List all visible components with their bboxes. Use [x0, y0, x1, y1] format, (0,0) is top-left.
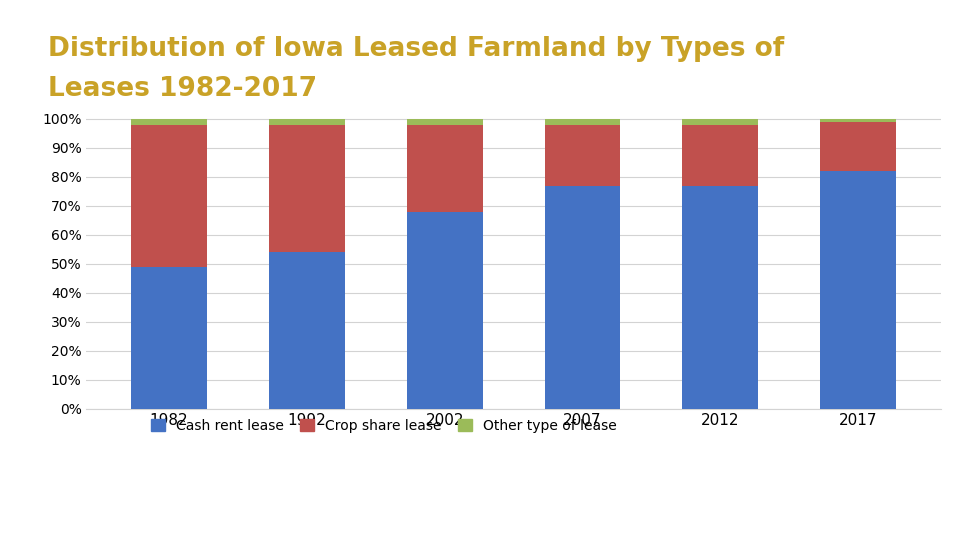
- Bar: [132, 119, 207, 125]
- Text: Center for Agricultural and Rural Development: Center for Agricultural and Rural Develo…: [691, 509, 920, 518]
- Bar: [407, 119, 483, 125]
- Bar: [683, 125, 758, 186]
- Text: Distribution of Iowa Leased Farmland by Types of: Distribution of Iowa Leased Farmland by …: [48, 36, 784, 63]
- Legend: Cash rent lease, Crop share lease, Other type of lease: Cash rent lease, Crop share lease, Other…: [145, 413, 623, 438]
- Bar: [132, 125, 207, 267]
- Bar: [544, 186, 620, 409]
- Bar: [269, 252, 345, 409]
- Bar: [407, 125, 483, 212]
- Bar: [820, 171, 896, 409]
- Bar: [407, 212, 483, 409]
- Bar: [683, 186, 758, 409]
- Bar: [820, 122, 896, 171]
- Bar: [132, 267, 207, 409]
- Bar: [683, 119, 758, 125]
- Text: Ag Decision Maker: Ag Decision Maker: [442, 484, 630, 502]
- Bar: [269, 119, 345, 125]
- Bar: [544, 119, 620, 125]
- Text: Extension and Outreach: Extension and Outreach: [19, 505, 173, 518]
- Bar: [269, 125, 345, 252]
- Bar: [820, 119, 896, 122]
- Text: Leases 1982-2017: Leases 1982-2017: [48, 76, 317, 102]
- Text: CARD: CARD: [835, 467, 913, 490]
- Bar: [544, 125, 620, 186]
- Text: IOWA STATE UNIVERSITY: IOWA STATE UNIVERSITY: [19, 465, 265, 482]
